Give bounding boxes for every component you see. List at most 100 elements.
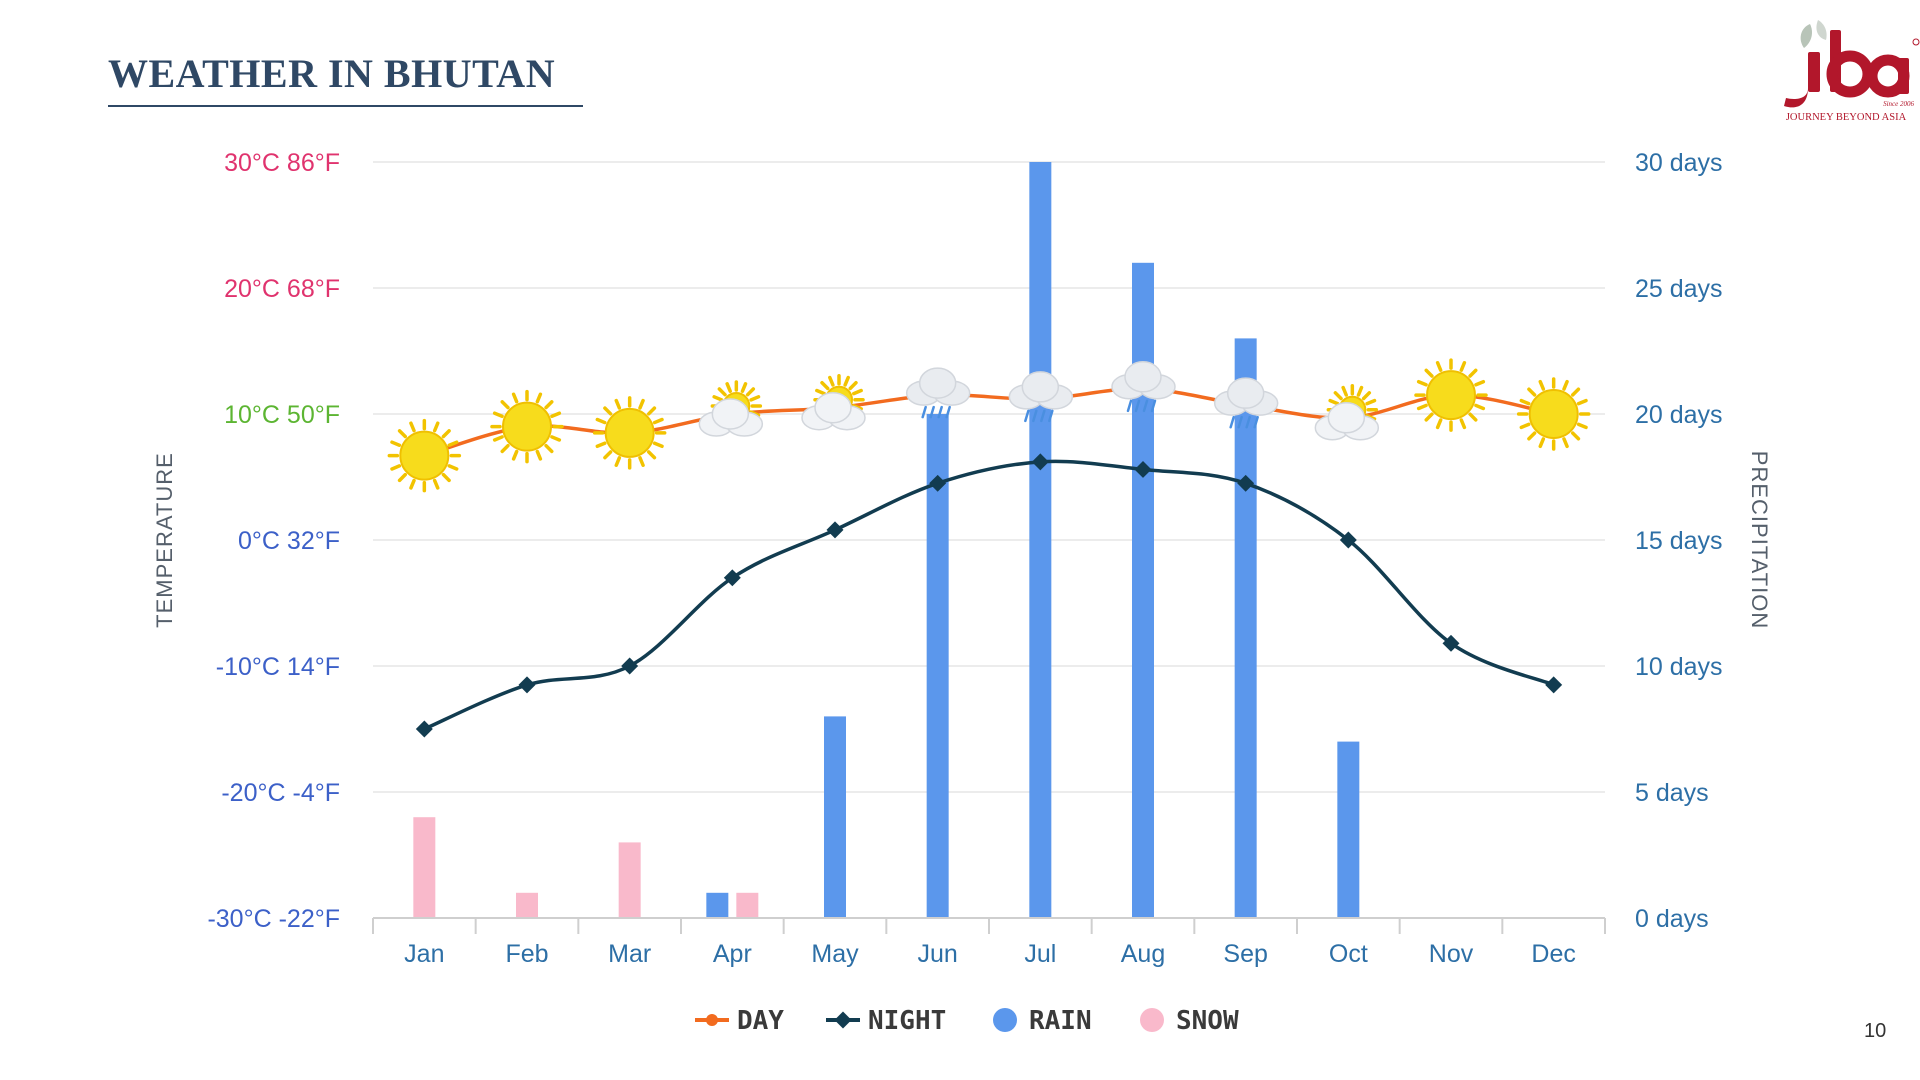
logo-lettering: [1784, 30, 1910, 108]
sun-ray: [1474, 403, 1486, 411]
sun-icon: [592, 396, 667, 470]
rain-bar: [824, 716, 846, 918]
sun-ray: [409, 478, 416, 490]
legend-item-night: NIGHT: [826, 1006, 946, 1036]
snow-bar: [736, 892, 759, 918]
snow-bar: [413, 817, 436, 918]
legend-label: RAIN: [1029, 1006, 1092, 1036]
legend-marker: [993, 1008, 1017, 1032]
sun-ray: [638, 398, 645, 410]
cloud-puff: [1021, 371, 1060, 403]
y-left-axis-title: TEMPERATURE: [152, 452, 177, 628]
rain-drop: [1032, 409, 1038, 423]
sun-ray: [432, 421, 440, 433]
sun-disc: [399, 430, 450, 481]
sun-ray: [550, 435, 562, 442]
night-point: [1339, 531, 1357, 549]
x-tick-label: Apr: [713, 940, 752, 968]
sun-ray: [815, 388, 826, 396]
y-right-tick-label: 10 days: [1635, 653, 1723, 681]
y-left-tick-label: 0°C 32°F: [238, 527, 340, 555]
rain-drop: [1134, 399, 1141, 413]
legend-marker: [1140, 1008, 1164, 1032]
legend-item-rain: RAIN: [993, 1006, 1092, 1036]
x-tick-label: Sep: [1223, 940, 1267, 968]
sun-ray: [1576, 422, 1588, 430]
legend-marker: [834, 1011, 852, 1029]
y-right-tick-label: 30 days: [1635, 149, 1723, 177]
sun-ray: [614, 456, 622, 467]
day-line: [423, 387, 1554, 458]
sun-ray: [544, 400, 554, 410]
sun-ray: [1459, 361, 1467, 372]
rain-drop: [921, 405, 927, 419]
sun-disc: [502, 401, 552, 452]
sun-ray: [1474, 379, 1486, 387]
sun-ray: [447, 440, 459, 447]
rain-cloud-icon: [1213, 377, 1279, 429]
sun-ray: [535, 392, 543, 404]
night-point: [826, 521, 844, 539]
axes: 30°C 86°F 20°C 68°F 10°C 50°F 0°C 32°F -10°C…: [152, 149, 1772, 968]
page-number: 10: [1864, 1020, 1887, 1042]
sun-icon: [1414, 358, 1488, 432]
snow-bar: [516, 892, 538, 918]
cloud-puff: [1327, 402, 1366, 434]
sun-ray: [725, 382, 732, 393]
sun-ray: [1527, 431, 1537, 441]
rain-drop: [1150, 399, 1157, 413]
precipitation-bars: [413, 162, 1360, 918]
sun-ray: [544, 443, 554, 454]
sun-ray: [595, 417, 607, 425]
night-point: [929, 474, 947, 492]
sun-ray: [603, 450, 613, 460]
y-left-tick-label: -10°C 14°F: [216, 653, 340, 681]
jba-logo: Since 2006 JOURNEY BEYOND ASIA: [1784, 20, 1920, 123]
legend-label: DAY: [737, 1006, 784, 1036]
sun-ray: [1562, 437, 1569, 449]
x-tick-label: Nov: [1429, 940, 1474, 968]
sun-ray: [409, 421, 416, 433]
sun-ray: [740, 382, 748, 393]
sun-ray: [492, 411, 504, 419]
x-tick-label: Jan: [404, 940, 444, 968]
rain-bar: [1029, 162, 1052, 918]
snow-bar: [618, 842, 641, 918]
y-right-axis-title: PRECIPITATION: [1747, 451, 1772, 629]
sun-disc: [1426, 370, 1476, 421]
sun-ray: [1333, 391, 1343, 401]
y-left-tick-label: 30°C 86°F: [224, 149, 340, 177]
legend-label: SNOW: [1176, 1006, 1239, 1036]
sun-ray: [1424, 412, 1434, 422]
rain-drop: [1048, 409, 1054, 423]
legend: DAY NIGHT RAIN SNOW: [695, 1006, 1239, 1036]
sun-ray: [397, 472, 407, 483]
night-point: [1545, 676, 1563, 694]
x-tick-label: Mar: [608, 940, 651, 968]
sun-ray: [652, 441, 664, 449]
sun-ray: [500, 443, 510, 454]
leaf-icon: [1800, 24, 1812, 48]
legend-label: NIGHT: [868, 1006, 946, 1036]
rain-drop: [1126, 399, 1133, 413]
sun-disc: [1528, 389, 1579, 439]
logo-since: Since 2006: [1883, 100, 1914, 108]
sun-ray: [390, 440, 402, 447]
rain-bar: [1132, 262, 1154, 918]
sun-ray: [1538, 437, 1546, 449]
y-left-tick-label: -20°C -4°F: [221, 779, 340, 807]
sun-cloud-icon: [1314, 384, 1380, 441]
night-point: [1442, 634, 1460, 652]
sun-ray: [1416, 403, 1428, 411]
sun-ray: [712, 395, 724, 402]
legend-item-snow: SNOW: [1140, 1006, 1239, 1036]
rain-drop: [945, 405, 951, 419]
x-tick-label: Jun: [918, 940, 958, 968]
sun-icon: [387, 418, 462, 493]
sun-ray: [447, 464, 459, 471]
sun-ray: [1538, 379, 1546, 391]
rain-drop: [1245, 415, 1251, 429]
x-tick-label: Dec: [1531, 940, 1575, 968]
sun-ray: [614, 398, 622, 410]
